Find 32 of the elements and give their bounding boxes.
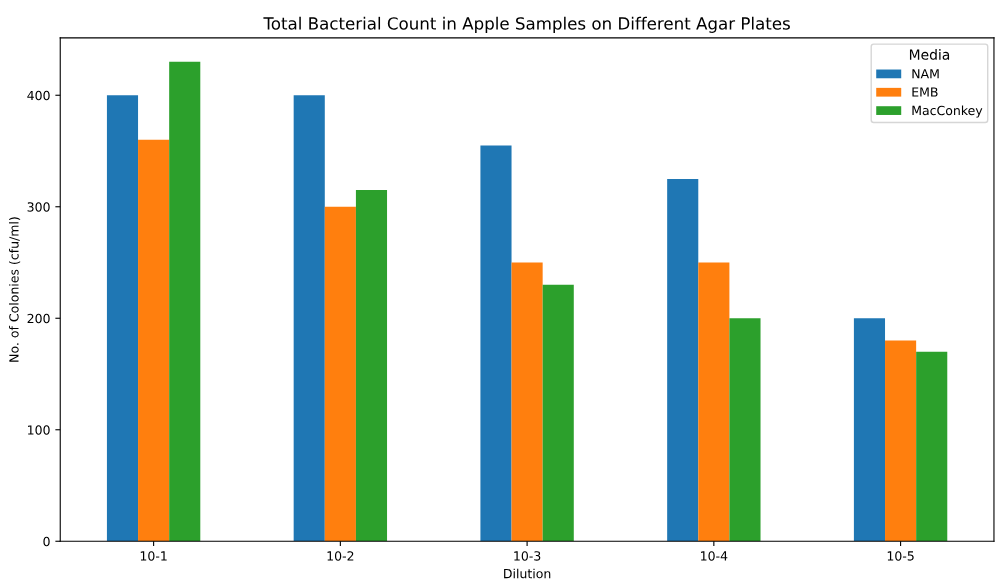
x-tick-label: 10-3 (514, 551, 541, 561)
bar (853, 318, 886, 542)
y-tick-label: 300 (27, 202, 50, 212)
x-axis-title: Dilution (504, 568, 551, 579)
bar (729, 318, 761, 542)
legend-label: NAM (912, 69, 939, 79)
y-tick-label: 400 (27, 90, 50, 101)
bar (667, 178, 699, 542)
bar (542, 284, 574, 542)
bar (138, 139, 170, 542)
bar (324, 206, 356, 542)
bar (293, 95, 325, 542)
bar (885, 340, 917, 542)
bar (698, 262, 730, 542)
x-tick-label: 10-4 (701, 551, 728, 561)
bar (511, 262, 543, 542)
x-tick-label: 10-1 (140, 551, 167, 561)
legend-title: Media (909, 49, 950, 60)
bar (355, 190, 388, 542)
bar (480, 145, 512, 542)
y-tick-label: 0 (43, 536, 50, 547)
legend-label: EMB (912, 87, 938, 97)
y-tick-label: 200 (27, 313, 50, 324)
x-tick-label: 10-2 (327, 551, 354, 561)
bar (106, 95, 139, 542)
chart-title: Total Bacterial Count in Apple Samples on Different Agar Plates (263, 16, 790, 33)
bar (169, 61, 201, 542)
bar (916, 351, 948, 542)
legend-label: MacConkey (912, 105, 983, 118)
y-tick-label: 100 (28, 425, 50, 435)
x-tick-label: 10-5 (887, 551, 914, 561)
y-axis-title: No. of Colonies (cfu/ml) (9, 217, 21, 362)
